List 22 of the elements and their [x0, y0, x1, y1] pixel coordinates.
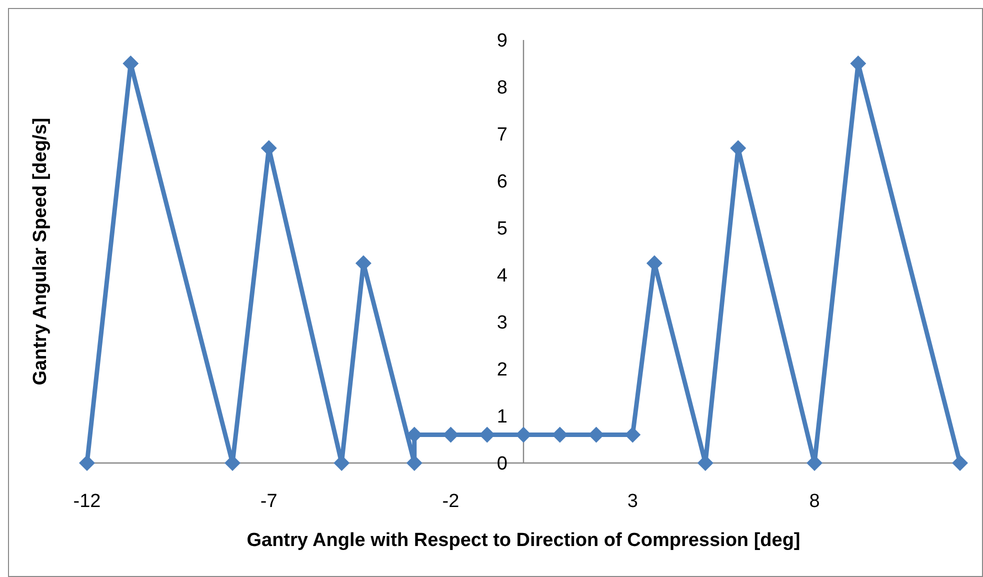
point: [952, 455, 968, 471]
y-tick-label: 3: [496, 312, 508, 334]
y-tick-label: 4: [496, 266, 508, 287]
point: [516, 426, 532, 443]
x-tick-label: -12: [73, 491, 101, 512]
point: [79, 455, 95, 471]
point: [624, 426, 641, 443]
point: [406, 455, 422, 471]
y-tick-label: 7: [496, 124, 508, 146]
x-axis-title: Gantry Angle with Respect to Direction of Compression [deg]: [246, 530, 800, 551]
y-tick-label: 8: [496, 78, 508, 99]
x-tick-label: -7: [260, 491, 278, 512]
y-tick-label: 9: [496, 30, 508, 52]
y-axis-title: Gantry Angular Speed [deg/s]: [30, 118, 51, 386]
y-tick-label: 0: [496, 454, 508, 475]
y-tick-label: 1: [496, 406, 508, 428]
x-tick-label: -2: [442, 491, 460, 512]
y-tick-label: 2: [496, 360, 508, 381]
x-tick-label: 3: [627, 491, 638, 512]
y-tick-label: 6: [496, 172, 508, 193]
y-tick-label: 5: [496, 218, 508, 240]
x-tick-label: 8: [809, 491, 820, 512]
